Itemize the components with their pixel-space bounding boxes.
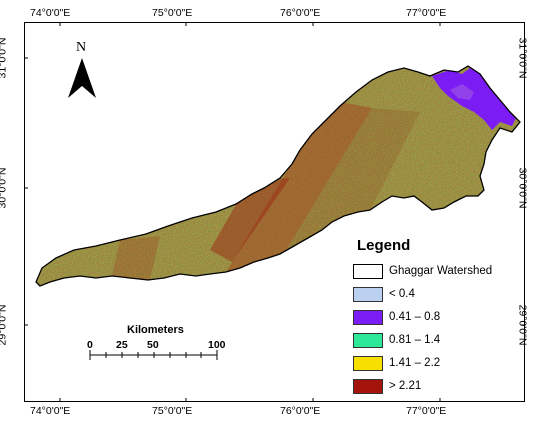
lon-label-bottom-76: 76°0'0"E — [280, 405, 321, 417]
legend-swatch — [353, 378, 383, 394]
legend-label: > 2.21 — [389, 380, 422, 392]
lat-label-left-31: 31°0'0"N — [0, 37, 9, 79]
legend-swatch — [353, 286, 383, 302]
lon-label-bottom-74: 74°0'0"E — [30, 405, 71, 417]
legend-label: 1.41 – 2.2 — [389, 357, 441, 369]
lon-label-bottom-75: 75°0'0"E — [152, 405, 193, 417]
legend-label: Ghaggar Watershed — [389, 265, 493, 277]
scale-bar-title: Kilometers — [127, 324, 184, 336]
legend-label: 0.41 – 0.8 — [389, 311, 441, 323]
lon-label-top-77: 77°0'0"E — [406, 7, 447, 19]
lat-label-left-30: 30°0'0"N — [0, 167, 9, 209]
lat-label-right-29: 29°0'0"N — [516, 304, 529, 346]
legend-title: Legend — [357, 237, 411, 254]
scale-bar-graphic — [89, 350, 218, 360]
lon-label-top-75: 75°0'0"E — [152, 7, 193, 19]
lon-label-bottom-77: 77°0'0"E — [406, 405, 447, 417]
legend-swatch — [353, 263, 383, 279]
scale-mark-0: 0 — [87, 339, 93, 351]
legend-item-0-81-1-4: 0.81 – 1.4 — [353, 331, 440, 349]
legend-swatch — [353, 355, 383, 371]
legend-label: < 0.4 — [389, 288, 415, 300]
legend-swatch — [353, 332, 383, 348]
legend-item-lt-0-4: < 0.4 — [353, 285, 415, 303]
north-label: N — [76, 40, 87, 55]
lat-label-left-29: 29°0'0"N — [0, 304, 9, 346]
scale-mark-25: 25 — [116, 339, 128, 351]
legend-label: 0.81 – 1.4 — [389, 334, 441, 346]
lon-label-top-74: 74°0'0"E — [30, 7, 71, 19]
north-arrow-icon — [68, 58, 96, 98]
legend-item-watershed: Ghaggar Watershed — [353, 262, 492, 280]
frame-ticks — [24, 22, 525, 402]
purple-region — [432, 68, 516, 130]
lat-label-right-30: 30°0'0"N — [516, 167, 529, 209]
scale-mark-50: 50 — [147, 339, 159, 351]
legend-item-gt-2-21: > 2.21 — [353, 377, 421, 395]
lat-label-right-31: 31°0'0"N — [516, 37, 529, 79]
legend-item-1-41-2-2: 1.41 – 2.2 — [353, 354, 440, 372]
lon-label-top-76: 76°0'0"E — [280, 7, 321, 19]
scale-mark-100: 100 — [208, 339, 226, 351]
legend-item-0-41-0-8: 0.41 – 0.8 — [353, 308, 440, 326]
legend-swatch — [353, 309, 383, 325]
ghaggar-watershed-outline — [35, 65, 521, 287]
